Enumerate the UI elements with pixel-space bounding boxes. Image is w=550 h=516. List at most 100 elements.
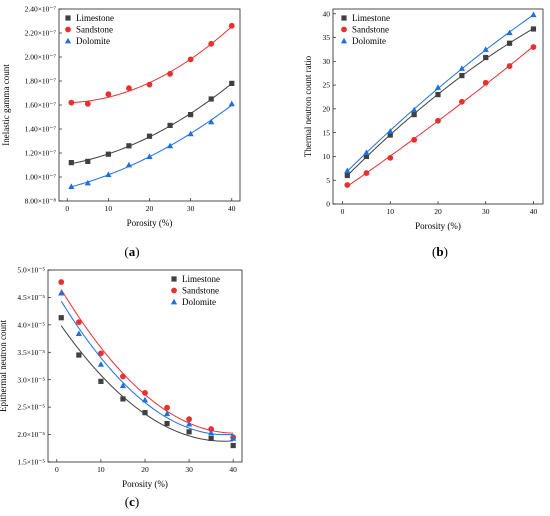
fit-curve-limestone [60, 325, 234, 442]
legend-marker-limestone [341, 15, 347, 21]
data-point-sandstone [146, 81, 153, 88]
data-point-limestone [208, 435, 214, 442]
y-tick-label: 35 [323, 33, 331, 42]
data-point-dolomite [75, 330, 82, 337]
data-point-dolomite [411, 106, 418, 113]
y-tick-label: 4.5×10⁻⁵ [17, 293, 45, 302]
data-point-sandstone [208, 426, 215, 432]
data-point-limestone [58, 315, 64, 321]
y-tick-label: 1.60×10⁻⁷ [25, 101, 57, 110]
fit-curve-limestone [71, 83, 233, 165]
data-point-dolomite [187, 130, 194, 137]
data-point-sandstone [228, 22, 235, 29]
data-point-sandstone [506, 63, 513, 69]
data-point-sandstone [58, 279, 65, 285]
x-tick-label: 20 [141, 465, 149, 474]
y-tick-label: 1.5×10⁻⁵ [17, 458, 45, 467]
data-point-sandstone [68, 99, 75, 106]
legend-label-dolomite: Dolomite [76, 36, 110, 46]
y-axis-label: Thermal neutron count ratio [303, 55, 313, 157]
x-tick-label: 10 [387, 207, 395, 216]
data-point-limestone [208, 96, 214, 102]
y-tick-label: 2.0×10⁻⁵ [17, 430, 45, 439]
data-point-dolomite [363, 149, 370, 156]
data-point-limestone [188, 112, 194, 118]
legend-label-sandstone: Sandstone [76, 25, 113, 35]
fit-curve-sandstone [60, 289, 234, 434]
data-point-limestone [164, 421, 170, 427]
data-point-limestone [68, 160, 74, 166]
data-point-limestone [230, 442, 236, 449]
x-tick-label: 40 [530, 207, 538, 216]
data-point-sandstone [435, 117, 441, 124]
data-point-sandstone [105, 91, 112, 98]
data-point-limestone [483, 54, 489, 61]
data-point-dolomite [58, 289, 65, 296]
legend-marker-sandstone [171, 287, 177, 294]
legend-marker-sandstone [341, 26, 347, 33]
x-axis-label: Porosity (%) [415, 221, 461, 231]
data-point-sandstone [167, 70, 173, 77]
data-point-sandstone [98, 350, 104, 357]
data-point-sandstone [120, 373, 126, 380]
data-point-dolomite [228, 100, 235, 107]
data-point-limestone [105, 151, 111, 157]
x-tick-label: 10 [105, 204, 113, 213]
data-point-dolomite [84, 179, 91, 186]
y-tick-label: 1.40×10⁻⁷ [25, 125, 57, 134]
panel-label-b: (b) [432, 244, 448, 259]
data-point-sandstone [482, 79, 489, 86]
y-tick-label: 3.0×10⁻⁵ [17, 375, 45, 384]
data-point-limestone [344, 172, 350, 179]
data-point-dolomite [230, 435, 237, 441]
y-tick-label: 2.20×10⁻⁷ [25, 29, 57, 38]
data-point-sandstone [84, 100, 91, 107]
data-point-limestone [186, 429, 192, 435]
data-point-dolomite [146, 153, 153, 159]
legend-marker-dolomite [64, 37, 72, 44]
data-point-sandstone [186, 416, 192, 423]
panel-label-a: (a) [124, 244, 139, 259]
legend-label-sandstone: Sandstone [352, 25, 389, 35]
x-axis-label: Porosity (%) [127, 218, 173, 228]
y-tick-label: 1.80×10⁻⁷ [25, 77, 57, 86]
fit-curve-sandstone [347, 45, 534, 187]
panel-label-c: (c) [125, 494, 139, 509]
data-point-limestone [435, 92, 441, 98]
legend-label-limestone: Limestone [352, 13, 390, 23]
x-tick-label: 30 [482, 207, 490, 216]
data-point-limestone [85, 158, 91, 164]
data-point-limestone [229, 80, 235, 86]
x-tick-label: 40 [228, 204, 236, 213]
x-tick-label: 40 [229, 465, 237, 474]
data-point-limestone [411, 111, 417, 118]
chart-panel-c: 0 10 20 30 40 1.5×10⁻⁵ 2.0×10⁻⁵ 2.5×10⁻⁵ 3.0×10⁻… [0, 266, 243, 509]
data-point-dolomite [163, 410, 171, 417]
legend-marker-limestone [65, 15, 71, 21]
y-tick-label: 2.00×10⁻⁷ [25, 53, 57, 62]
data-point-limestone [530, 26, 537, 32]
y-tick-label: 15 [323, 128, 331, 137]
data-point-sandstone [530, 44, 537, 50]
data-point-sandstone [344, 182, 351, 188]
data-point-dolomite [208, 429, 215, 436]
data-point-dolomite [105, 171, 112, 177]
legend-label-sandstone: Sandstone [182, 286, 219, 296]
data-point-dolomite [482, 46, 489, 52]
data-point-limestone [167, 122, 173, 128]
data-point-dolomite [185, 420, 193, 427]
fit-curve-sandstone [71, 26, 233, 104]
legend-marker-dolomite [170, 298, 178, 305]
y-tick-label: 20 [323, 104, 331, 113]
chart-panel-a: 0 10 20 30 40 8.00×10⁻⁸ 1.00×10⁻⁷ 1.20×10⁻⁷ 1.40… [1, 5, 241, 259]
y-tick-label: 2.5×10⁻⁵ [17, 403, 45, 412]
data-point-limestone [126, 143, 132, 149]
y-tick-label: 1.20×10⁻⁷ [25, 149, 57, 158]
data-point-limestone [76, 352, 82, 358]
x-tick-label: 20 [146, 204, 154, 213]
data-point-limestone [363, 153, 370, 160]
legend-marker-limestone [171, 276, 177, 282]
data-point-dolomite [125, 161, 133, 168]
y-tick-label: 5 [326, 176, 330, 185]
